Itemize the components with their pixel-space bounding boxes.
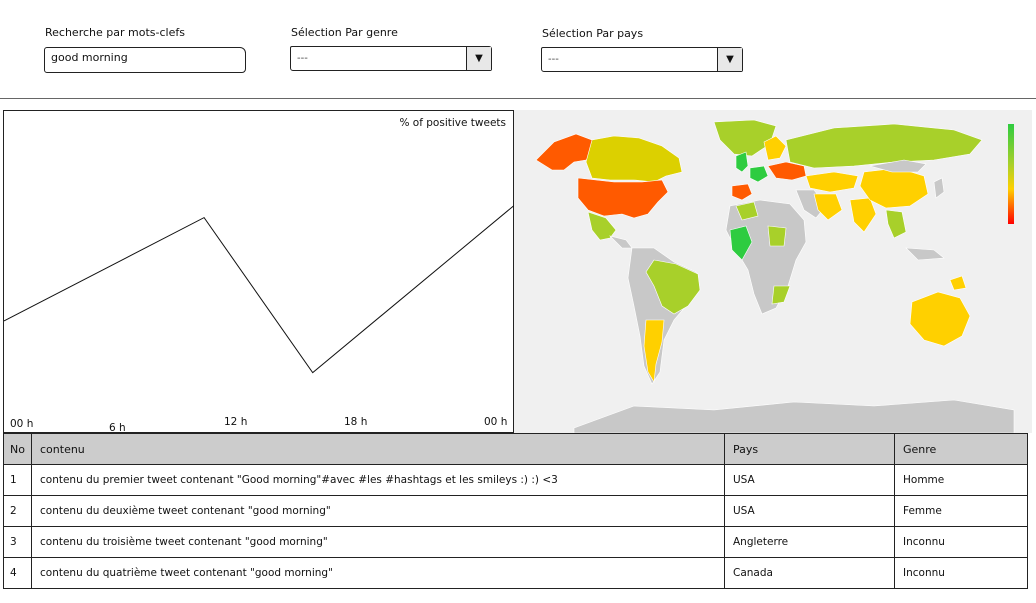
map-spain[interactable]	[731, 183, 753, 201]
keyword-search-input[interactable]: good morning	[44, 47, 246, 73]
chart-svg: % of positive tweets 00 h 6 h 12 h 18 h 00 h	[4, 117, 515, 434]
pays-select-value: ---	[548, 54, 559, 65]
genre-select[interactable]: --- ▼	[290, 46, 492, 71]
cell-contenu: contenu du premier tweet contenant "Good…	[31, 464, 725, 496]
table-header-row: No contenu Pays Genre	[3, 433, 1028, 465]
table-row[interactable]: 2 contenu du deuxième tweet contenant "g…	[3, 495, 1028, 527]
map-india[interactable]	[849, 197, 877, 233]
map-color-scale	[1008, 124, 1014, 224]
table-row[interactable]: 1 contenu du premier tweet contenant "Go…	[3, 464, 1028, 496]
cell-no: 3	[3, 526, 32, 558]
series-line	[4, 204, 515, 374]
keyword-label: Recherche par mots-clefs	[45, 26, 185, 39]
map-australia[interactable]	[909, 291, 971, 347]
cell-pays: USA	[724, 495, 895, 527]
map-argentina[interactable]	[643, 319, 665, 383]
map-mexico[interactable]	[587, 211, 617, 241]
cell-no: 2	[3, 495, 32, 527]
cell-contenu: contenu du troisième tweet contenant "go…	[31, 526, 725, 558]
keyword-search-value: good morning	[51, 51, 128, 64]
x-tick-label: 00 h	[10, 418, 33, 430]
cell-genre: Homme	[894, 464, 1028, 496]
world-map[interactable]	[514, 110, 1032, 433]
cell-genre: Inconnu	[894, 557, 1028, 589]
cell-contenu: contenu du quatrième tweet contenant "go…	[31, 557, 725, 589]
pays-label: Sélection Par pays	[542, 27, 644, 40]
table-row[interactable]: 3 contenu du troisième tweet contenant "…	[3, 526, 1028, 558]
cell-pays: Angleterre	[724, 526, 895, 558]
header-genre[interactable]: Genre	[894, 433, 1028, 465]
x-tick-label: 6 h	[109, 422, 126, 434]
x-tick-label: 18 h	[344, 416, 367, 428]
map-canada[interactable]	[585, 135, 683, 183]
map-russia[interactable]	[785, 123, 983, 169]
genre-label: Sélection Par genre	[291, 26, 398, 39]
header-pays[interactable]: Pays	[724, 433, 895, 465]
cell-no: 4	[3, 557, 32, 589]
chevron-down-icon[interactable]: ▼	[466, 47, 491, 70]
cell-contenu: contenu du deuxième tweet contenant "goo…	[31, 495, 725, 527]
pays-select[interactable]: --- ▼	[541, 47, 743, 72]
cell-genre: Femme	[894, 495, 1028, 527]
map-usa[interactable]	[577, 177, 669, 219]
chevron-down-icon[interactable]: ▼	[717, 48, 742, 71]
genre-select-value: ---	[297, 53, 308, 64]
header-no[interactable]: No	[3, 433, 32, 465]
section-divider	[0, 98, 1036, 99]
positive-tweets-chart: % of positive tweets 00 h 6 h 12 h 18 h 00 h	[3, 110, 515, 434]
map-west-africa[interactable]	[729, 225, 753, 261]
map-greenland[interactable]	[713, 119, 777, 157]
map-united-kingdom[interactable]	[735, 151, 749, 173]
table-row[interactable]: 4 contenu du quatrième tweet contenant "…	[3, 557, 1028, 589]
header-contenu[interactable]: contenu	[31, 433, 725, 465]
map-brazil[interactable]	[645, 259, 701, 315]
cell-pays: USA	[724, 464, 895, 496]
cell-pays: Canada	[724, 557, 895, 589]
world-map-svg	[514, 110, 1032, 433]
cell-no: 1	[3, 464, 32, 496]
chart-title: % of positive tweets	[399, 117, 506, 129]
x-tick-label: 00 h	[484, 416, 507, 428]
tweets-table: No contenu Pays Genre 1 contenu du premi…	[3, 433, 1028, 589]
x-tick-label: 12 h	[224, 416, 247, 428]
cell-genre: Inconnu	[894, 526, 1028, 558]
